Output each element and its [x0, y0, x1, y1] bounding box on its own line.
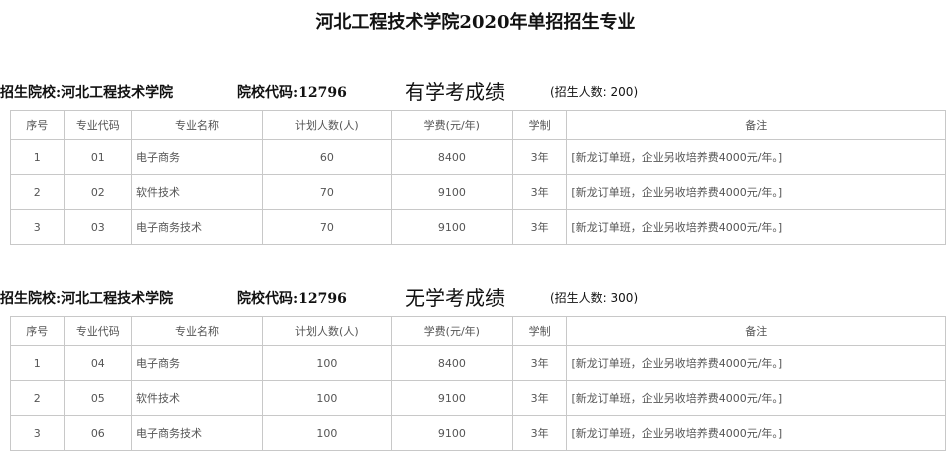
table-cell: 电子商务	[131, 345, 263, 381]
column-header: 专业代码	[63, 316, 133, 346]
enrollment-count: (招生人数: 300)	[550, 291, 639, 305]
column-header: 备注	[566, 110, 946, 140]
category-heading: 无学考成绩	[405, 286, 505, 310]
table-row: 1 01 电子商务 60 8400 3年 [新龙订单班，企业另收培养费4000元/年。]	[10, 139, 946, 175]
table-cell: 8400	[390, 139, 513, 175]
section-info: 招生院校:河北工程技术学院 院校代码:12796 无学考成绩 (招生人数: 30…	[0, 282, 951, 312]
column-header: 学制	[511, 316, 568, 346]
table-cell: 1	[10, 345, 65, 381]
table-cell: 电子商务技术	[131, 209, 263, 245]
table-cell: 03	[63, 209, 133, 245]
column-header: 序号	[10, 110, 65, 140]
table-cell: 3	[10, 415, 65, 451]
section-info: 招生院校:河北工程技术学院 院校代码:12796 有学考成绩 (招生人数: 20…	[0, 76, 951, 106]
table-cell: 电子商务	[131, 139, 263, 175]
column-header: 学制	[511, 110, 568, 140]
table-cell: 软件技术	[131, 380, 263, 416]
table-cell: 06	[63, 415, 133, 451]
table-cell: 9100	[390, 174, 513, 210]
table-cell: [新龙订单班，企业另收培养费4000元/年。]	[566, 209, 946, 245]
table-cell: 04	[63, 345, 133, 381]
table-row: 1 04 电子商务 100 8400 3年 [新龙订单班，企业另收培养费4000元/年。]	[10, 345, 946, 381]
column-header: 专业名称	[131, 316, 263, 346]
table-cell: 3年	[511, 415, 568, 451]
column-header: 计划人数(人)	[261, 316, 392, 346]
school-code: 院校代码:12796	[237, 291, 347, 307]
table-cell: 1	[10, 139, 65, 175]
table-row: 2 05 软件技术 100 9100 3年 [新龙订单班，企业另收培养费4000元/年。]	[10, 380, 946, 416]
table-header: 序号 专业代码 专业名称 计划人数(人) 学费(元/年) 学制 备注	[10, 316, 946, 346]
enrollment-count: (招生人数: 200)	[550, 85, 639, 99]
column-header: 学费(元/年)	[390, 316, 513, 346]
page-title: 河北工程技术学院2020年单招招生专业	[315, 12, 636, 33]
table-cell: [新龙订单班，企业另收培养费4000元/年。]	[566, 139, 946, 175]
table-cell: 02	[63, 174, 133, 210]
majors-table: 序号 专业代码 专业名称 计划人数(人) 学费(元/年) 学制 备注 1 01 电子商务 60 840…	[10, 110, 946, 245]
table-cell: 8400	[390, 345, 513, 381]
school-name: 招生院校:河北工程技术学院	[0, 85, 174, 101]
column-header: 序号	[10, 316, 65, 346]
table-cell: [新龙订单班，企业另收培养费4000元/年。]	[566, 380, 946, 416]
table-cell: 9100	[390, 209, 513, 245]
table-cell: 3年	[511, 345, 568, 381]
table-cell: 3	[10, 209, 65, 245]
table-cell: 3年	[511, 380, 568, 416]
column-header: 专业名称	[131, 110, 263, 140]
table-cell: 3年	[511, 209, 568, 245]
table-cell: 2	[10, 380, 65, 416]
column-header: 计划人数(人)	[261, 110, 392, 140]
table-cell: 100	[261, 415, 392, 451]
table-cell: 60	[261, 139, 392, 175]
table-cell: 01	[63, 139, 133, 175]
table-cell: [新龙订单班，企业另收培养费4000元/年。]	[566, 345, 946, 381]
table-cell: [新龙订单班，企业另收培养费4000元/年。]	[566, 415, 946, 451]
table-cell: [新龙订单班，企业另收培养费4000元/年。]	[566, 174, 946, 210]
table-header: 序号 专业代码 专业名称 计划人数(人) 学费(元/年) 学制 备注	[10, 110, 946, 140]
column-header: 专业代码	[63, 110, 133, 140]
table-row: 3 03 电子商务技术 70 9100 3年 [新龙订单班，企业另收培养费4000元/年。]	[10, 209, 946, 245]
table-cell: 电子商务技术	[131, 415, 263, 451]
table-cell: 软件技术	[131, 174, 263, 210]
category-heading: 有学考成绩	[405, 80, 505, 104]
school-code: 院校代码:12796	[237, 85, 347, 101]
table-cell: 9100	[390, 415, 513, 451]
table-cell: 100	[261, 380, 392, 416]
table-cell: 3年	[511, 174, 568, 210]
table-row: 3 06 电子商务技术 100 9100 3年 [新龙订单班，企业另收培养费4000元/年。…	[10, 415, 946, 451]
table-cell: 2	[10, 174, 65, 210]
table-cell: 05	[63, 380, 133, 416]
table-row: 2 02 软件技术 70 9100 3年 [新龙订单班，企业另收培养费4000元/年。]	[10, 174, 946, 210]
column-header: 备注	[566, 316, 946, 346]
table-cell: 3年	[511, 139, 568, 175]
majors-table: 序号 专业代码 专业名称 计划人数(人) 学费(元/年) 学制 备注 1 04 电子商务 100 84…	[10, 316, 946, 451]
school-name: 招生院校:河北工程技术学院	[0, 291, 174, 307]
column-header: 学费(元/年)	[390, 110, 513, 140]
table-cell: 70	[261, 174, 392, 210]
table-cell: 100	[261, 345, 392, 381]
table-cell: 9100	[390, 380, 513, 416]
table-cell: 70	[261, 209, 392, 245]
